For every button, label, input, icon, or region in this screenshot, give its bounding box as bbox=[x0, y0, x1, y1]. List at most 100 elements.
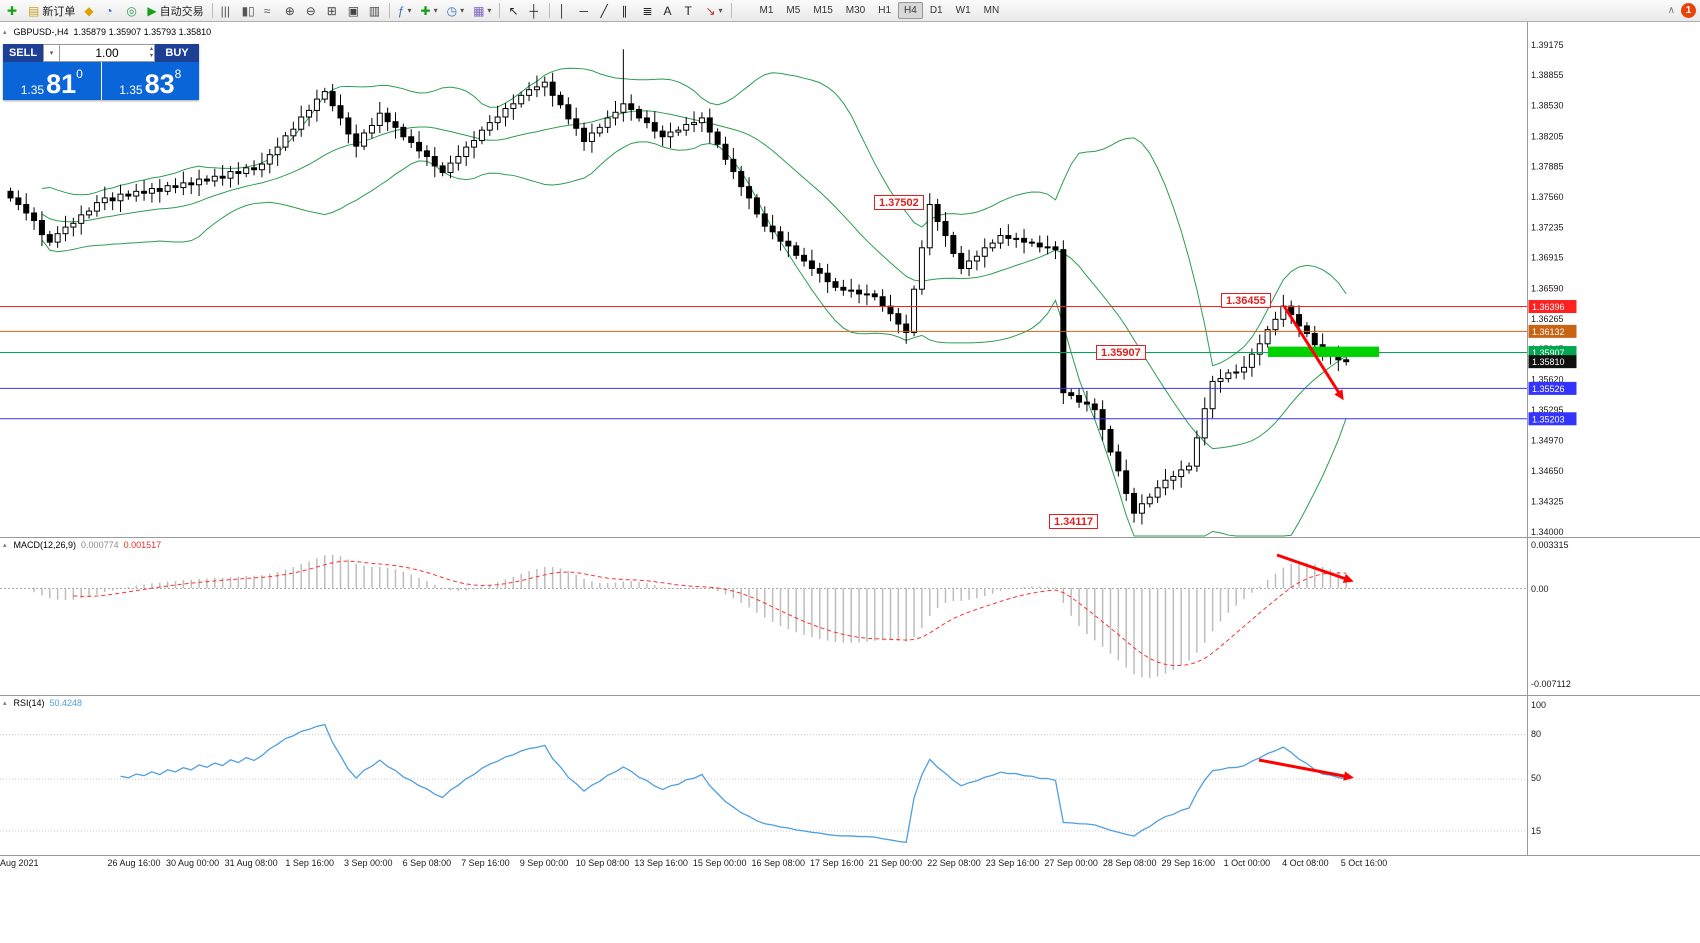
buy-price-display[interactable]: 1.35 83 8 bbox=[101, 62, 199, 100]
green-zone[interactable] bbox=[1268, 346, 1379, 357]
text-label-icon: T bbox=[684, 3, 692, 18]
channel-button[interactable]: ∥ bbox=[617, 2, 637, 20]
timeframe-button-m15[interactable]: M15 bbox=[813, 5, 833, 16]
new-chart-button[interactable]: ✚ bbox=[3, 2, 23, 20]
rsi-pane[interactable] bbox=[0, 723, 1527, 844]
cascade-windows-button[interactable]: ▣ bbox=[344, 2, 364, 20]
collapse-pane-icon[interactable]: ▴ bbox=[3, 700, 7, 707]
collapse-pane-icon[interactable]: ▴ bbox=[3, 542, 7, 549]
add-indicator-button[interactable]: ✚ ▾ bbox=[417, 2, 442, 20]
svg-text:1.34970: 1.34970 bbox=[1531, 436, 1564, 446]
price-annotation-label[interactable]: 1.35907 bbox=[1096, 345, 1146, 360]
timeframe-button-m1[interactable]: M1 bbox=[759, 5, 774, 16]
trendline-button[interactable]: ╱ bbox=[596, 2, 616, 20]
sell-price-display[interactable]: 1.35 81 0 bbox=[3, 62, 101, 100]
text-label-button[interactable]: T bbox=[680, 2, 700, 20]
market-watch-button[interactable]: ◆ bbox=[80, 2, 100, 20]
price-annotation-label[interactable]: 1.34117 bbox=[1049, 514, 1099, 529]
svg-text:17 Sep 16:00: 17 Sep 16:00 bbox=[810, 858, 864, 868]
timeframe-button-w1[interactable]: W1 bbox=[955, 5, 971, 16]
timeframe-button-h4[interactable]: H4 bbox=[898, 2, 923, 19]
arrows-button[interactable]: ↘ ▾ bbox=[701, 2, 726, 20]
timeframe-button-mn[interactable]: MN bbox=[983, 5, 1000, 16]
horizontal-line-button[interactable]: ─ bbox=[575, 2, 595, 20]
svg-text:22 Sep 08:00: 22 Sep 08:00 bbox=[927, 858, 981, 868]
timeframe-button-m30[interactable]: M30 bbox=[845, 5, 866, 16]
svg-text:28 Sep 08:00: 28 Sep 08:00 bbox=[1103, 858, 1157, 868]
templates-button[interactable]: ▦ ▾ bbox=[469, 2, 495, 20]
macd-pane[interactable] bbox=[0, 554, 1527, 679]
bar-chart-button[interactable]: ||| bbox=[217, 2, 237, 20]
zoom-out-button[interactable]: ⊖ bbox=[302, 2, 322, 20]
fibonacci-button[interactable]: ≣ bbox=[638, 2, 658, 20]
svg-text:1.34000: 1.34000 bbox=[1531, 527, 1564, 537]
vertical-line-button[interactable]: │ bbox=[554, 2, 574, 20]
vertical-line-icon: │ bbox=[558, 3, 566, 18]
collapse-pane-icon[interactable]: ▴ bbox=[3, 29, 7, 36]
svg-text:1.35295: 1.35295 bbox=[1531, 405, 1564, 415]
navigator-button[interactable]: ◎ bbox=[122, 2, 142, 20]
cascade-windows-icon: ▣ bbox=[347, 3, 360, 18]
volume-down-button[interactable]: ▾ bbox=[149, 53, 153, 59]
svg-text:26 Aug 16:00: 26 Aug 16:00 bbox=[107, 858, 160, 868]
timeframe-button-h1[interactable]: H1 bbox=[878, 5, 892, 16]
bar-chart-icon: ||| bbox=[220, 3, 230, 18]
svg-text:50: 50 bbox=[1531, 773, 1541, 783]
tile-windows-button[interactable]: ⊞ bbox=[323, 2, 343, 20]
periods-button[interactable]: ◷ ▾ bbox=[443, 2, 469, 20]
bollinger-bands[interactable] bbox=[41, 67, 1347, 537]
periods-icon: ◷ bbox=[446, 3, 458, 18]
cursor-button[interactable]: ↖ bbox=[504, 2, 524, 20]
trend-arrows[interactable] bbox=[1258, 305, 1354, 781]
price-annotation-label[interactable]: 1.37502 bbox=[874, 195, 924, 210]
notification-badge[interactable]: 1 bbox=[1681, 3, 1696, 18]
svg-text:5 Oct 16:00: 5 Oct 16:00 bbox=[1341, 858, 1388, 868]
new-order-button[interactable]: ▤ 新订单 bbox=[24, 2, 79, 20]
chevron-down-icon: ▾ bbox=[49, 50, 54, 57]
one-click-trading-panel: SELL ▾ 1.00 ▴ ▾ BUY 1.35 81 0 1.35 83 8 bbox=[3, 44, 199, 100]
data-window-button[interactable]: ◔ bbox=[101, 2, 121, 20]
buy-price-prefix: 1.35 bbox=[119, 83, 143, 97]
buy-button[interactable]: BUY bbox=[155, 44, 199, 62]
candles[interactable] bbox=[7, 49, 1350, 525]
svg-text:1.39175: 1.39175 bbox=[1531, 40, 1564, 50]
volume-input[interactable]: 1.00 ▴ ▾ bbox=[60, 44, 155, 62]
trade-panel-prices: 1.35 81 0 1.35 83 8 bbox=[3, 62, 199, 100]
time-axis[interactable]: 26 Aug 2021 26 Aug 16:00 30 Aug 00:00 31 Au… bbox=[0, 858, 1387, 868]
timeframe-button-d1[interactable]: D1 bbox=[929, 5, 943, 16]
macd-signal-value: 0.001517 bbox=[123, 540, 162, 550]
auto-trading-button[interactable]: ▶ 自动交易 bbox=[143, 2, 207, 20]
symbol-timeframe-label: GBPUSD-,H4 bbox=[13, 27, 69, 37]
macd-pane-label: ▴ MACD(12,26,9) 0.000774 0.001517 bbox=[3, 540, 161, 550]
fibonacci-icon: ≣ bbox=[642, 3, 653, 18]
svg-text:3 Sep 00:00: 3 Sep 00:00 bbox=[344, 858, 393, 868]
sell-button[interactable]: SELL bbox=[3, 44, 43, 62]
arrange-windows-button[interactable]: ▥ bbox=[365, 2, 385, 20]
volume-dropdown[interactable]: ▾ bbox=[43, 44, 60, 62]
toolbar-overflow-icon[interactable]: ∧ bbox=[1667, 5, 1675, 16]
svg-text:1.34325: 1.34325 bbox=[1531, 496, 1564, 506]
candlestick-chart-button[interactable]: ▮▯ bbox=[238, 2, 259, 20]
dropdown-caret-icon: ▾ bbox=[433, 6, 438, 15]
svg-text:9 Sep 00:00: 9 Sep 00:00 bbox=[520, 858, 569, 868]
zoom-in-button[interactable]: ⊕ bbox=[281, 2, 301, 20]
svg-text:1.38530: 1.38530 bbox=[1531, 101, 1564, 111]
text-icon: A bbox=[663, 3, 672, 18]
price-annotation-label[interactable]: 1.36455 bbox=[1221, 293, 1271, 308]
price-scale[interactable]: 1.39175 1.38855 1.38530 1.38205 1.37885 1.375… bbox=[1531, 40, 1571, 836]
svg-text:1.38205: 1.38205 bbox=[1531, 131, 1564, 141]
svg-text:0.00: 0.00 bbox=[1531, 584, 1549, 594]
svg-text:1.36396: 1.36396 bbox=[1532, 302, 1565, 312]
timeframe-button-m5[interactable]: M5 bbox=[786, 5, 801, 16]
volume-up-button[interactable]: ▴ bbox=[149, 46, 153, 52]
text-button[interactable]: A bbox=[659, 2, 679, 20]
toolbar-separator bbox=[549, 3, 551, 18]
crosshair-button[interactable]: ┼ bbox=[525, 2, 545, 20]
indicators-list-button[interactable]: ƒ ▾ bbox=[394, 2, 416, 20]
macd-indicator-name: MACD(12,26,9) bbox=[13, 540, 77, 550]
auto-trading-icon: ▶ bbox=[147, 3, 157, 18]
line-chart-button[interactable]: ≈ bbox=[260, 2, 280, 20]
market-watch-icon: ◆ bbox=[84, 3, 94, 18]
horizontal-lines[interactable] bbox=[0, 306, 1527, 420]
